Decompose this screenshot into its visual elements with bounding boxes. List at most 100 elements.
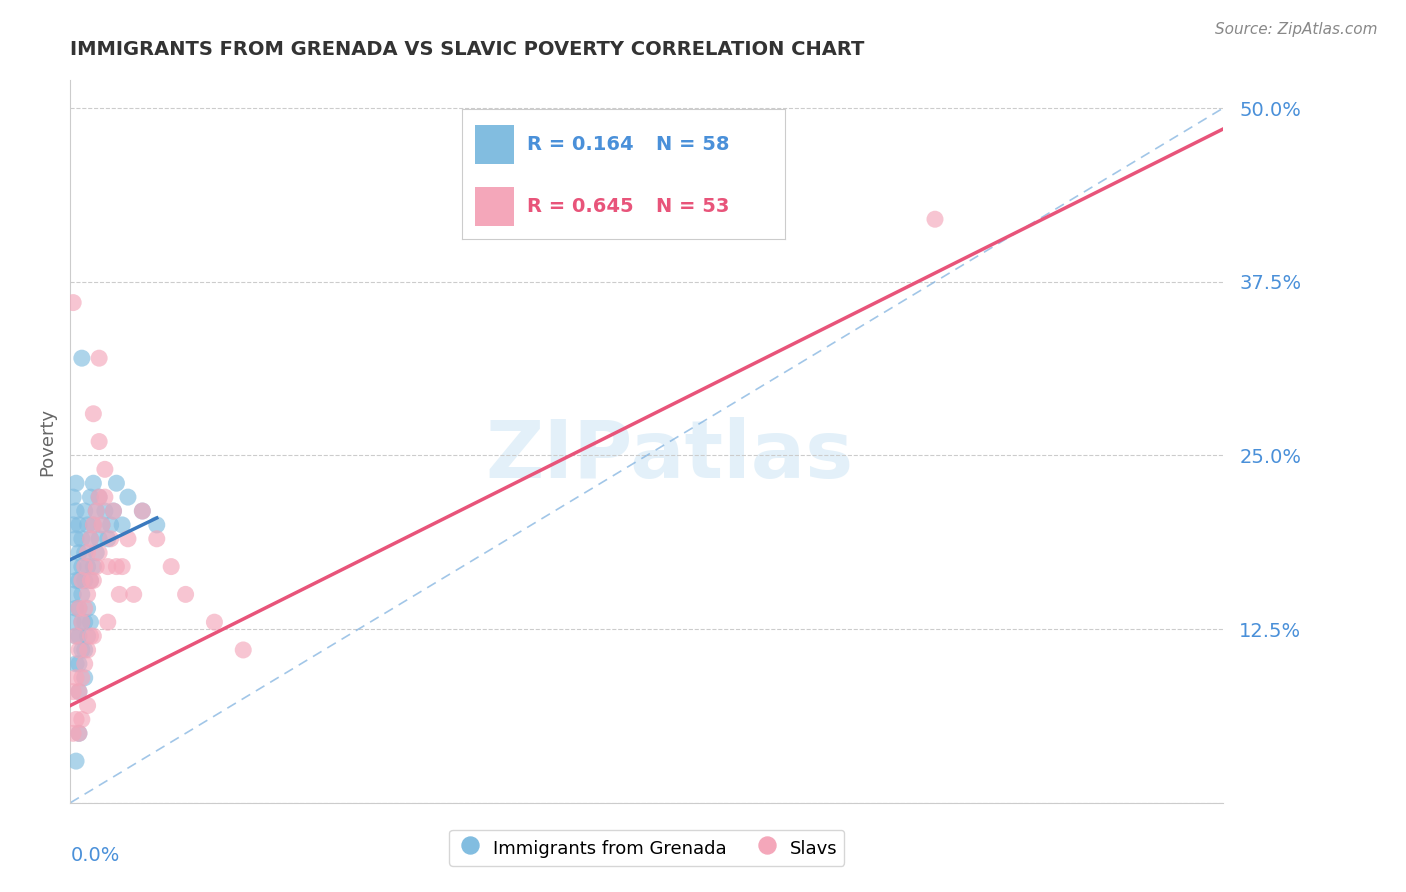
- Point: [94, 490, 117, 504]
- Point: [100, 517, 122, 532]
- Point: [62, 517, 84, 532]
- Point: [924, 212, 946, 227]
- Point: [76, 587, 98, 601]
- Point: [73, 574, 96, 588]
- Text: IMMIGRANTS FROM GRENADA VS SLAVIC POVERTY CORRELATION CHART: IMMIGRANTS FROM GRENADA VS SLAVIC POVERT…: [70, 40, 865, 59]
- Point: [73, 559, 96, 574]
- Point: [105, 476, 128, 491]
- Point: [146, 517, 169, 532]
- Point: [73, 643, 96, 657]
- Point: [174, 587, 197, 601]
- Point: [103, 504, 125, 518]
- Point: [65, 657, 87, 671]
- Point: [76, 698, 98, 713]
- Point: [70, 559, 93, 574]
- Point: [73, 504, 96, 518]
- Point: [62, 490, 84, 504]
- Point: [79, 532, 101, 546]
- Legend: Immigrants from Grenada, Slavs: Immigrants from Grenada, Slavs: [450, 830, 844, 866]
- Point: [76, 517, 98, 532]
- Point: [97, 559, 120, 574]
- Point: [82, 629, 104, 643]
- Point: [79, 629, 101, 643]
- Point: [82, 517, 104, 532]
- Point: [82, 407, 104, 421]
- Point: [65, 754, 87, 768]
- Point: [70, 615, 93, 630]
- Point: [70, 615, 93, 630]
- Point: [82, 574, 104, 588]
- Point: [79, 490, 101, 504]
- Point: [97, 532, 120, 546]
- Point: [67, 517, 90, 532]
- Point: [62, 587, 84, 601]
- Point: [97, 615, 120, 630]
- Point: [82, 559, 104, 574]
- Point: [73, 546, 96, 560]
- Point: [79, 615, 101, 630]
- Point: [87, 434, 111, 449]
- Point: [67, 643, 90, 657]
- Point: [84, 504, 107, 518]
- Point: [84, 559, 107, 574]
- Point: [79, 574, 101, 588]
- Point: [76, 629, 98, 643]
- Point: [62, 559, 84, 574]
- Point: [73, 657, 96, 671]
- Point: [70, 713, 93, 727]
- Point: [76, 559, 98, 574]
- Point: [70, 351, 93, 366]
- Point: [67, 574, 90, 588]
- Point: [82, 517, 104, 532]
- Point: [79, 574, 101, 588]
- Point: [67, 726, 90, 740]
- Point: [65, 671, 87, 685]
- Y-axis label: Poverty: Poverty: [38, 408, 56, 475]
- Point: [94, 504, 117, 518]
- Point: [91, 517, 114, 532]
- Point: [70, 532, 93, 546]
- Point: [131, 504, 153, 518]
- Point: [65, 629, 87, 643]
- Point: [65, 532, 87, 546]
- Point: [67, 601, 90, 615]
- Point: [76, 546, 98, 560]
- Point: [94, 462, 117, 476]
- Point: [117, 532, 139, 546]
- Point: [87, 490, 111, 504]
- Point: [108, 587, 131, 601]
- Point: [65, 713, 87, 727]
- Point: [70, 587, 93, 601]
- Point: [65, 629, 87, 643]
- Point: [67, 629, 90, 643]
- Point: [111, 517, 134, 532]
- Point: [232, 643, 254, 657]
- Point: [105, 559, 128, 574]
- Point: [111, 559, 134, 574]
- Point: [103, 504, 125, 518]
- Point: [73, 601, 96, 615]
- Point: [67, 657, 90, 671]
- Point: [79, 532, 101, 546]
- Point: [73, 671, 96, 685]
- Point: [65, 476, 87, 491]
- Point: [117, 490, 139, 504]
- Point: [73, 615, 96, 630]
- Point: [87, 351, 111, 366]
- Point: [76, 643, 98, 657]
- Point: [67, 546, 90, 560]
- Point: [67, 684, 90, 698]
- Point: [131, 504, 153, 518]
- Point: [65, 601, 87, 615]
- Point: [87, 546, 111, 560]
- Point: [82, 476, 104, 491]
- Point: [62, 726, 84, 740]
- Point: [76, 601, 98, 615]
- Point: [160, 559, 183, 574]
- Point: [67, 601, 90, 615]
- Point: [87, 532, 111, 546]
- Point: [65, 504, 87, 518]
- Point: [67, 726, 90, 740]
- Point: [70, 574, 93, 588]
- Point: [84, 504, 107, 518]
